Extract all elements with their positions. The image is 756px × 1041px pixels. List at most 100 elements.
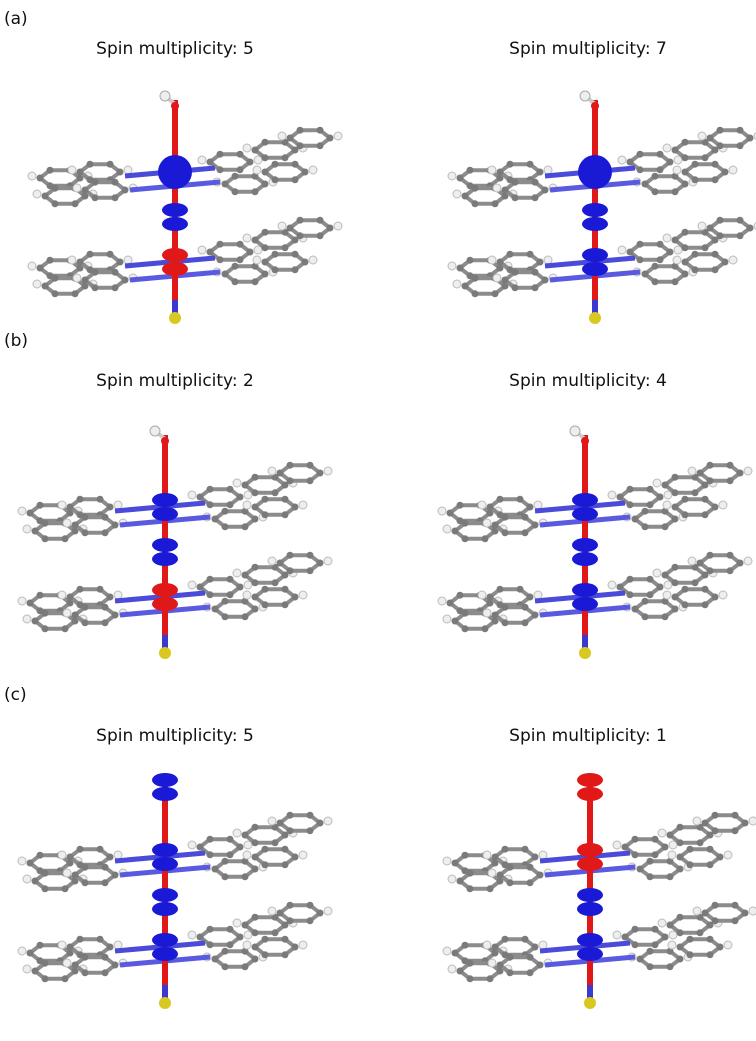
atom — [107, 504, 114, 511]
spin-lobe — [152, 507, 178, 521]
hydrogen — [669, 931, 677, 939]
oxygen — [591, 102, 599, 110]
atom — [72, 290, 79, 297]
atom — [487, 885, 494, 892]
atom — [492, 522, 499, 529]
hydrogen — [278, 222, 286, 230]
spin-lobe — [152, 552, 178, 566]
atom — [462, 625, 469, 632]
atom — [197, 934, 204, 941]
atom — [467, 870, 474, 877]
atom — [717, 217, 724, 224]
spin-lobe — [577, 787, 603, 801]
atom — [92, 284, 99, 291]
atom — [467, 257, 474, 264]
atom — [702, 496, 709, 503]
atom — [297, 232, 304, 239]
atom — [307, 827, 314, 834]
ring — [215, 601, 255, 617]
atom — [462, 942, 469, 949]
atom — [287, 135, 294, 142]
hydrogen — [233, 919, 241, 927]
atom — [87, 251, 94, 258]
atom — [687, 951, 694, 958]
atom — [672, 147, 679, 154]
ring — [705, 815, 745, 831]
atom — [627, 591, 634, 598]
hydrogen — [478, 501, 486, 509]
atom — [317, 820, 324, 827]
atom — [107, 251, 114, 258]
atom — [252, 824, 259, 831]
hydrogen — [443, 525, 451, 533]
atom — [702, 820, 709, 827]
item-title: Spin multiplicity: 7 — [509, 39, 667, 59]
atom — [112, 522, 119, 529]
atom — [32, 528, 39, 535]
atom — [82, 879, 89, 886]
atom — [212, 606, 219, 613]
hydrogen — [244, 491, 252, 499]
atom — [292, 251, 299, 258]
ring — [680, 849, 720, 865]
atom — [232, 188, 239, 195]
atom — [462, 535, 469, 542]
hydrogen — [334, 132, 342, 140]
hydrogen — [668, 941, 676, 949]
atom — [737, 142, 744, 149]
atom — [102, 864, 109, 871]
ring — [630, 154, 670, 170]
atom — [197, 584, 204, 591]
atom — [732, 902, 739, 909]
hydrogen — [653, 569, 661, 577]
atom — [67, 854, 74, 861]
hydrogen — [483, 609, 491, 617]
hydrogen — [198, 156, 206, 164]
atom — [647, 858, 654, 865]
item-title: Spin multiplicity: 2 — [96, 371, 254, 391]
atom — [682, 244, 689, 251]
hydrogen — [668, 851, 676, 859]
atom — [697, 929, 704, 936]
hydrogen — [483, 851, 491, 859]
atom — [632, 606, 639, 613]
atom — [107, 161, 114, 168]
atom — [627, 501, 634, 508]
atom — [462, 193, 469, 200]
atom — [657, 241, 664, 248]
atom — [277, 470, 284, 477]
atom — [272, 251, 279, 258]
hydrogen — [664, 581, 672, 589]
atom — [457, 592, 464, 599]
molecule — [438, 426, 752, 659]
spin-lobe — [577, 773, 603, 787]
atom — [487, 594, 494, 601]
hydrogen — [243, 941, 251, 949]
atom — [732, 812, 739, 819]
atom — [252, 147, 259, 154]
atom — [37, 265, 44, 272]
atom — [222, 523, 229, 530]
ring — [200, 489, 240, 505]
atom — [532, 284, 539, 291]
hydrogen — [698, 222, 706, 230]
atom — [507, 251, 514, 258]
atom — [452, 860, 459, 867]
atom — [622, 844, 629, 851]
atom — [652, 926, 659, 933]
atom — [627, 159, 634, 166]
atom — [692, 489, 699, 496]
atom — [282, 496, 289, 503]
atom — [282, 936, 289, 943]
atom — [682, 496, 689, 503]
atom — [727, 477, 734, 484]
atom — [457, 968, 464, 975]
hydrogen — [18, 597, 26, 605]
atom — [707, 477, 714, 484]
molecule — [18, 426, 332, 659]
atom — [287, 552, 294, 559]
spin-lobe — [572, 538, 598, 552]
hydrogen — [443, 615, 451, 623]
hydrogen — [299, 591, 307, 599]
molecule — [448, 91, 756, 324]
